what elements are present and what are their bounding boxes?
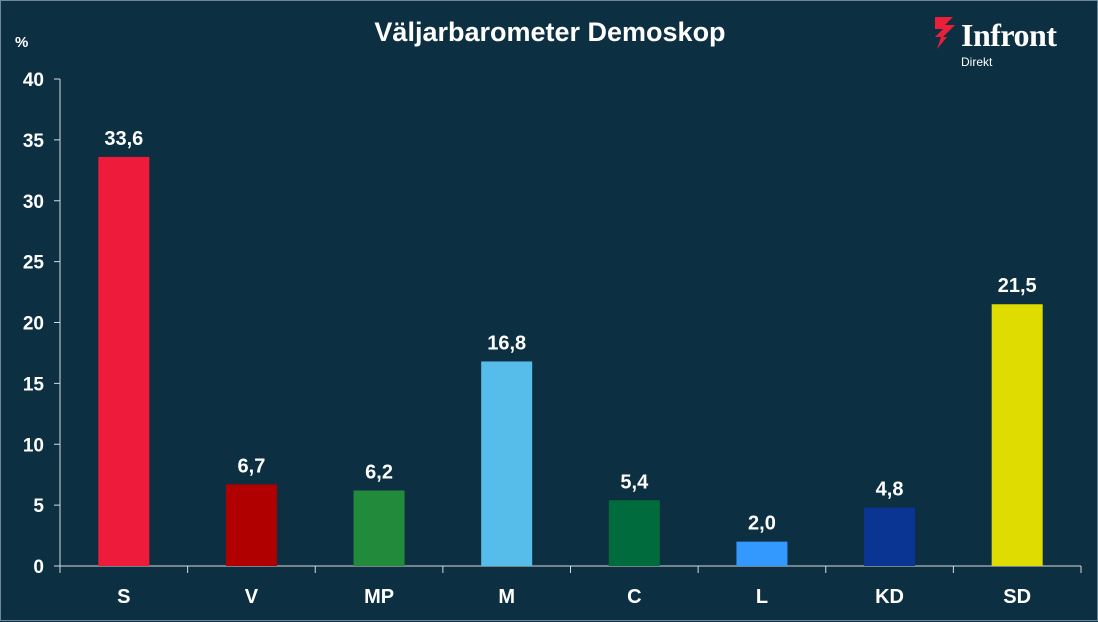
y-axis-unit: % — [15, 34, 29, 51]
y-tick-label: 5 — [33, 496, 44, 517]
x-tick-label-m: M — [498, 586, 515, 608]
bar-s — [98, 156, 150, 567]
data-label-mp: 6,2 — [365, 462, 393, 484]
bar-v — [225, 484, 277, 566]
y-tick-label: 30 — [23, 192, 44, 213]
y-tick-label: 20 — [23, 314, 44, 335]
x-tick-label-v: V — [245, 586, 259, 608]
bar-l — [736, 541, 788, 566]
bar-sd — [991, 304, 1043, 566]
logo-subtitle: Direkt — [961, 55, 993, 69]
data-label-kd: 4,8 — [876, 479, 904, 501]
bar-m — [481, 361, 533, 566]
x-tick-label-c: C — [627, 586, 641, 608]
logo-name: Infront — [961, 17, 1057, 53]
x-tick-label-sd: SD — [1003, 586, 1031, 608]
data-label-m: 16,8 — [487, 332, 526, 354]
bar-kd — [864, 507, 916, 566]
x-tick-label-mp: MP — [364, 586, 394, 608]
data-label-l: 2,0 — [748, 513, 776, 535]
y-tick-label: 25 — [23, 253, 45, 274]
data-label-v: 6,7 — [238, 455, 266, 477]
y-tick-label: 35 — [23, 131, 45, 152]
x-tick-label-kd: KD — [875, 586, 904, 608]
infront-logo: Infront Direkt — [933, 15, 1093, 71]
y-tick-label: 15 — [23, 374, 45, 395]
x-tick-label-l: L — [756, 586, 768, 608]
bar-c — [608, 500, 660, 566]
y-tick-label: 0 — [33, 557, 44, 578]
data-label-sd: 21,5 — [998, 275, 1037, 297]
x-tick-label-s: S — [117, 586, 130, 608]
data-label-c: 5,4 — [620, 471, 649, 493]
y-tick-label: 40 — [23, 70, 44, 91]
chart-title: Väljarbarometer Demoskop — [374, 17, 726, 47]
data-label-s: 33,6 — [104, 128, 143, 150]
infront-flag-icon — [935, 17, 955, 49]
y-tick-label: 10 — [23, 435, 44, 456]
bar-mp — [353, 490, 405, 566]
